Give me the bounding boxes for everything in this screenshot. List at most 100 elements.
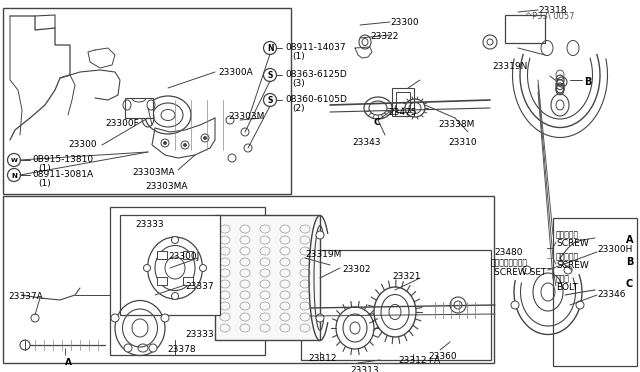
- Circle shape: [483, 35, 497, 49]
- Bar: [125, 98, 153, 118]
- Circle shape: [201, 134, 209, 142]
- Text: 23300J: 23300J: [168, 252, 199, 261]
- Text: 23346: 23346: [597, 290, 625, 299]
- Text: N: N: [267, 44, 273, 53]
- Text: 08911-14037: 08911-14037: [285, 43, 346, 52]
- Bar: [301, 250, 491, 360]
- Text: 23300: 23300: [68, 140, 97, 149]
- Circle shape: [149, 344, 157, 352]
- Text: 23338M: 23338M: [438, 120, 474, 129]
- Bar: [120, 215, 220, 315]
- Bar: [110, 207, 265, 355]
- Circle shape: [487, 39, 493, 45]
- Text: 23300: 23300: [390, 18, 419, 27]
- Circle shape: [226, 116, 234, 124]
- Bar: [505, 15, 545, 43]
- Text: SCREW: SCREW: [556, 239, 589, 248]
- Text: C: C: [374, 118, 381, 127]
- Text: SCREW: SCREW: [556, 261, 589, 270]
- Text: 23303MA: 23303MA: [145, 182, 188, 191]
- Circle shape: [557, 77, 567, 87]
- Text: N: N: [11, 173, 17, 179]
- Text: BOLT: BOLT: [556, 283, 578, 292]
- Text: 23319N: 23319N: [492, 62, 527, 71]
- Text: (2): (2): [292, 104, 305, 113]
- Text: W: W: [11, 158, 17, 163]
- Text: S: S: [268, 96, 273, 105]
- Text: 23310: 23310: [448, 138, 477, 147]
- Text: 23319M: 23319M: [305, 250, 341, 259]
- Bar: [183, 277, 193, 285]
- Text: 23475: 23475: [388, 108, 417, 117]
- Circle shape: [264, 93, 276, 106]
- Circle shape: [316, 231, 324, 239]
- Bar: [183, 251, 193, 259]
- Circle shape: [172, 237, 179, 244]
- Circle shape: [316, 314, 324, 322]
- Circle shape: [244, 144, 252, 152]
- Bar: [3, 196, 494, 363]
- Text: 23378: 23378: [167, 345, 196, 354]
- Text: 23360: 23360: [428, 352, 456, 361]
- Circle shape: [181, 141, 189, 149]
- Bar: [396, 92, 410, 112]
- Text: 23300A: 23300A: [218, 68, 253, 77]
- Text: B: B: [626, 257, 634, 267]
- Text: (1): (1): [38, 179, 51, 188]
- Text: 23300F: 23300F: [105, 119, 139, 128]
- Text: 08363-6125D: 08363-6125D: [285, 70, 347, 79]
- Bar: [157, 277, 167, 285]
- Text: 23333: 23333: [135, 220, 164, 229]
- Bar: [553, 218, 637, 366]
- Circle shape: [172, 292, 179, 299]
- Text: 23312: 23312: [308, 354, 337, 363]
- Text: スクリューセット: スクリューセット: [491, 258, 528, 267]
- Text: 23480: 23480: [494, 248, 522, 257]
- Text: 23303MA: 23303MA: [132, 168, 175, 177]
- Text: 08911-3081A: 08911-3081A: [32, 170, 93, 179]
- Bar: [215, 215, 320, 340]
- Circle shape: [124, 344, 132, 352]
- Text: 23322: 23322: [370, 32, 398, 41]
- Text: (1): (1): [38, 164, 51, 173]
- Text: 23302: 23302: [342, 265, 371, 274]
- Text: (1): (1): [292, 52, 305, 61]
- Text: スクリュー: スクリュー: [556, 230, 579, 239]
- Circle shape: [454, 301, 462, 309]
- Text: 23337A: 23337A: [8, 292, 43, 301]
- Circle shape: [111, 314, 119, 322]
- Text: 23321: 23321: [392, 272, 420, 281]
- Circle shape: [450, 297, 466, 313]
- Text: 23313: 23313: [350, 366, 379, 372]
- Circle shape: [511, 301, 519, 309]
- Circle shape: [163, 141, 166, 144]
- Circle shape: [241, 128, 249, 136]
- Text: SCREW SET: SCREW SET: [494, 268, 547, 277]
- Circle shape: [184, 144, 186, 147]
- Text: A: A: [626, 235, 634, 245]
- Bar: [157, 251, 167, 259]
- Circle shape: [564, 266, 572, 274]
- Text: S: S: [268, 71, 273, 80]
- Circle shape: [161, 314, 169, 322]
- Text: 23337: 23337: [185, 282, 214, 291]
- Circle shape: [523, 266, 531, 274]
- Circle shape: [264, 68, 276, 81]
- Text: スクリュー: スクリュー: [556, 252, 579, 261]
- Bar: [3, 8, 291, 194]
- Text: ^P33\ 0057: ^P33\ 0057: [525, 11, 574, 20]
- Circle shape: [143, 264, 150, 272]
- Text: 23318: 23318: [538, 6, 566, 15]
- Circle shape: [200, 264, 207, 272]
- Text: 23343: 23343: [352, 138, 381, 147]
- Text: 23312+A: 23312+A: [398, 356, 440, 365]
- Text: A: A: [65, 358, 72, 367]
- Text: 23303M: 23303M: [228, 112, 264, 121]
- Text: (3): (3): [292, 79, 305, 88]
- Circle shape: [20, 340, 30, 350]
- Circle shape: [264, 42, 276, 55]
- Text: 08360-6105D: 08360-6105D: [285, 95, 347, 104]
- Text: 0B915-13810: 0B915-13810: [32, 155, 93, 164]
- Circle shape: [576, 301, 584, 309]
- Circle shape: [204, 137, 207, 140]
